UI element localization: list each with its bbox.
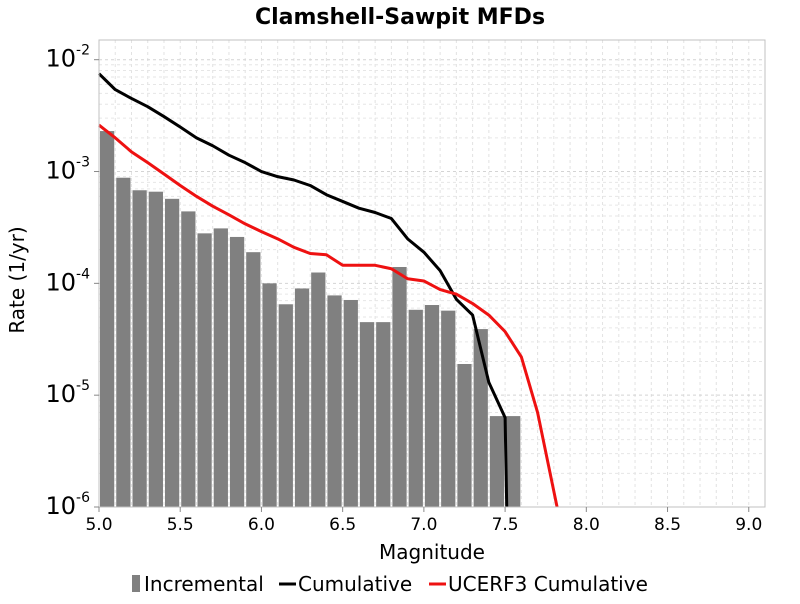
y-tick-label: 10-3 — [45, 155, 90, 185]
legend: Incremental Cumulative UCERF3 Cumulative — [132, 572, 648, 596]
x-tick-label: 6.5 — [329, 515, 356, 535]
incremental-bar — [278, 304, 293, 507]
incremental-bars — [100, 131, 521, 508]
incremental-bar — [506, 416, 521, 507]
x-tick-label: 7.5 — [492, 515, 519, 535]
legend-label-cumulative: Cumulative — [298, 572, 412, 596]
series-lines — [97, 72, 559, 508]
x-tick-label: 7.0 — [410, 515, 437, 535]
y-tick-label: 10-6 — [45, 490, 90, 520]
x-tick-label: 8.5 — [654, 515, 681, 535]
incremental-bar — [164, 198, 180, 508]
incremental-bar — [262, 283, 277, 507]
incremental-bar — [359, 322, 375, 507]
incremental-bar — [181, 211, 196, 508]
incremental-bar — [441, 310, 456, 507]
x-axis-ticks: 5.0 5.5 6.0 6.5 7.0 7.5 8.0 8.5 9.0 — [85, 507, 762, 535]
legend-item-ucerf3-cumulative: UCERF3 Cumulative — [429, 572, 648, 596]
incremental-bar — [376, 322, 391, 507]
y-axis-label: Rate (1/yr) — [5, 226, 29, 333]
chart-title: Clamshell-Sawpit MFDs — [255, 5, 545, 30]
x-tick-label: 6.0 — [248, 515, 275, 535]
incremental-bar — [311, 272, 326, 507]
incremental-bar — [327, 295, 342, 507]
incremental-bar — [148, 191, 163, 507]
incremental-bar — [408, 309, 423, 507]
plot-border — [98, 39, 766, 508]
incremental-bar — [294, 288, 310, 507]
incremental-bar — [100, 131, 115, 507]
legend-label-ucerf3-cumulative: UCERF3 Cumulative — [448, 572, 648, 596]
incremental-bar — [424, 305, 440, 507]
incremental-bar — [489, 416, 505, 507]
incremental-bar — [392, 267, 407, 507]
ucerf3-cumulative-line — [98, 123, 559, 508]
x-tick-label: 9.0 — [735, 515, 762, 535]
incremental-bar — [246, 252, 261, 507]
x-tick-label: 5.5 — [167, 515, 194, 535]
legend-swatch-incremental — [132, 575, 140, 592]
incremental-bar — [457, 364, 472, 507]
x-tick-label: 8.0 — [573, 515, 600, 535]
incremental-bar — [132, 190, 147, 508]
legend-item-cumulative: Cumulative — [279, 572, 412, 596]
incremental-bar — [473, 329, 488, 507]
y-tick-label: 10-2 — [45, 43, 90, 73]
x-axis-label: Magnitude — [379, 540, 485, 564]
incremental-bar — [343, 299, 358, 507]
y-tick-label: 10-5 — [45, 378, 90, 408]
y-axis-ticks: 10-6 10-5 10-4 10-3 10-2 — [45, 43, 99, 520]
incremental-bar — [197, 233, 212, 507]
legend-item-incremental: Incremental — [132, 572, 264, 596]
x-tick-label: 5.0 — [85, 515, 112, 535]
legend-label-incremental: Incremental — [144, 572, 264, 596]
y-tick-label: 10-4 — [45, 266, 90, 296]
incremental-bar — [229, 236, 245, 508]
incremental-bar — [116, 177, 131, 507]
cumulative-line — [97, 72, 509, 508]
incremental-bar — [213, 228, 228, 507]
